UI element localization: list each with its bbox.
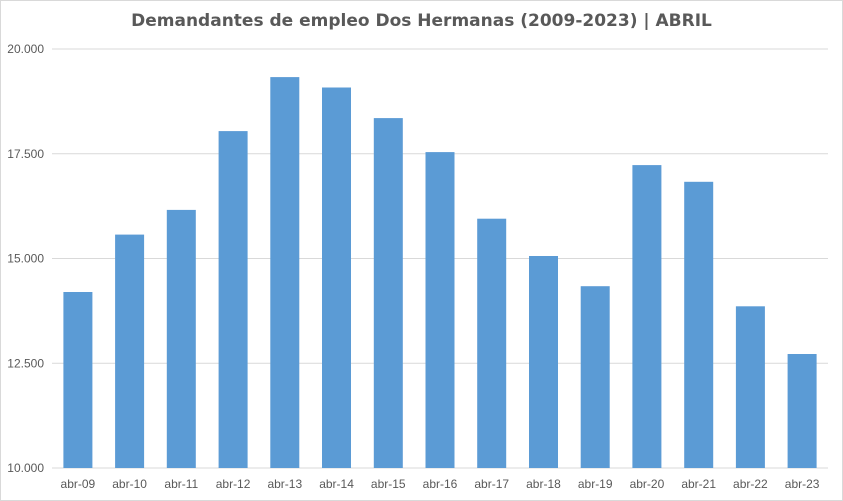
bar-abr-16 [425, 152, 455, 468]
x-tick-label: abr-14 [319, 477, 354, 491]
bar-abr-12 [218, 131, 248, 468]
y-tick-label: 12.500 [7, 356, 44, 370]
y-axis-ticks: 10.000 12.500 15.000 17.500 20.000 [7, 42, 44, 475]
bars [63, 77, 817, 469]
y-tick-label: 17.500 [7, 147, 44, 161]
x-axis-ticks: abr-09 abr-10 abr-11 abr-12 abr-13 abr-14 abr-… [61, 477, 820, 491]
x-tick-label: abr-13 [267, 477, 302, 491]
bar-abr-11 [166, 209, 196, 468]
x-tick-label: abr-23 [785, 477, 820, 491]
bar-abr-18 [529, 256, 558, 468]
bar-abr-22 [735, 306, 765, 468]
bar-abr-15 [373, 118, 403, 468]
bar-abr-20 [632, 165, 662, 468]
x-tick-label: abr-16 [423, 477, 458, 491]
x-tick-label: abr-20 [630, 477, 665, 491]
y-tick-label: 15.000 [7, 252, 44, 266]
bar-abr-13 [270, 77, 300, 468]
x-tick-label: abr-12 [216, 477, 251, 491]
y-tick-label: 10.000 [7, 461, 44, 475]
x-tick-label: abr-11 [164, 477, 198, 491]
bar-abr-10 [115, 234, 145, 468]
bar-abr-23 [787, 354, 817, 468]
chart-title: Demandantes de empleo Dos Hermanas (2009… [131, 11, 712, 31]
x-tick-label: abr-15 [371, 477, 406, 491]
x-tick-label: abr-09 [61, 477, 96, 491]
x-tick-label: abr-10 [112, 477, 147, 491]
x-tick-label: abr-17 [474, 477, 509, 491]
y-tick-label: 20.000 [7, 42, 44, 56]
bar-abr-09 [63, 292, 93, 468]
x-tick-label: abr-19 [578, 477, 613, 491]
x-tick-label: abr-21 [681, 477, 716, 491]
bar-abr-14 [322, 87, 351, 468]
x-tick-label: abr-18 [526, 477, 561, 491]
bar-abr-19 [580, 286, 610, 468]
bar-abr-17 [477, 218, 507, 468]
bar-abr-21 [684, 181, 714, 469]
x-tick-label: abr-22 [733, 477, 768, 491]
